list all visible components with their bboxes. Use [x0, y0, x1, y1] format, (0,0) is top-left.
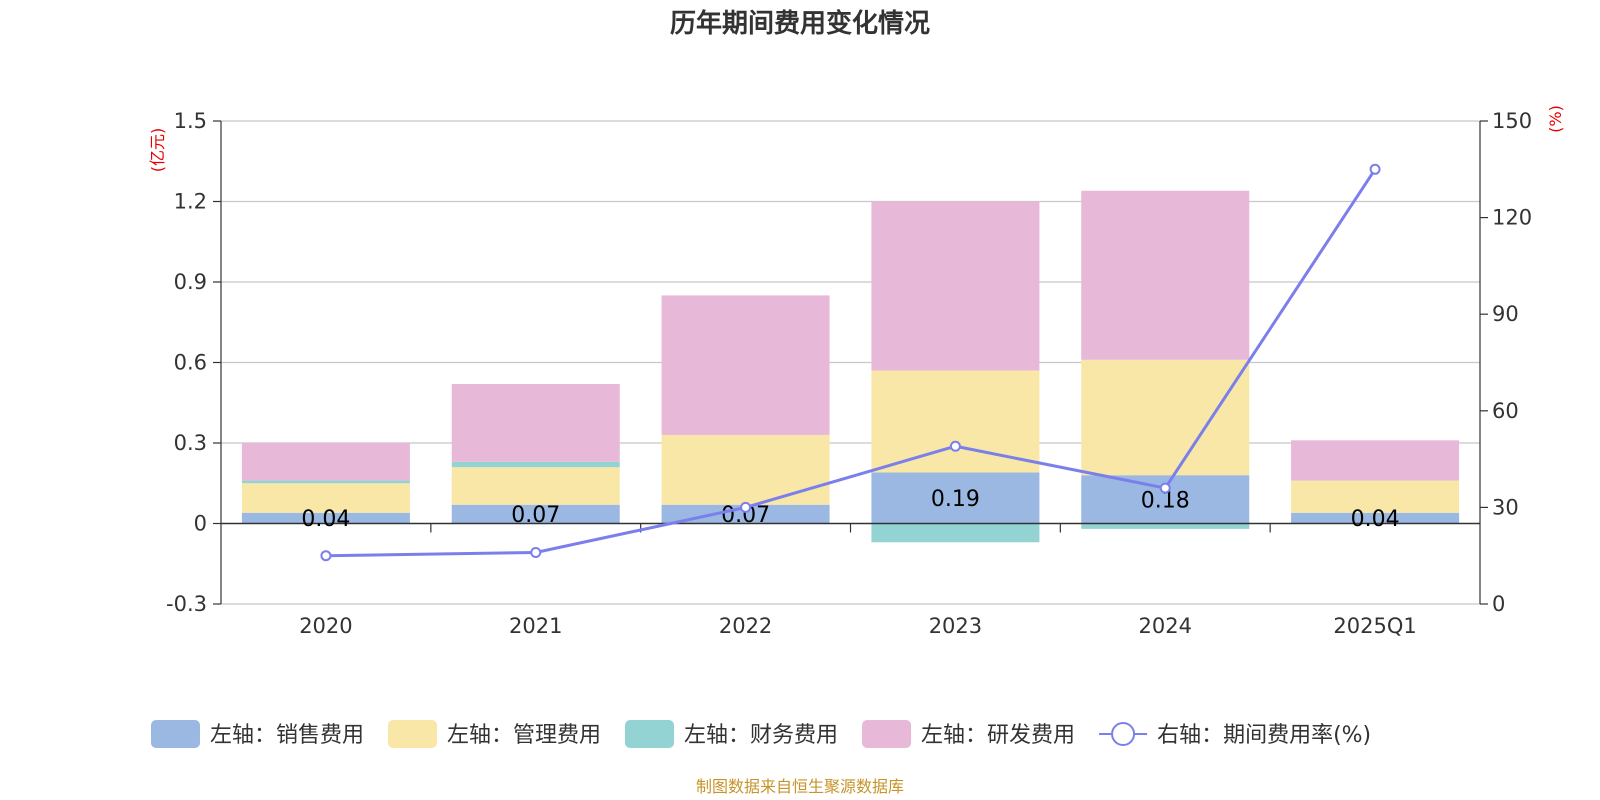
legend-label: 左轴：财务费用 [684, 723, 838, 748]
selling-data-label: 0.19 [931, 487, 980, 512]
bar-rnd [1291, 440, 1460, 481]
bar-rnd [1081, 190, 1250, 360]
bar-admin [241, 483, 410, 513]
selling-data-label: 0.07 [511, 503, 560, 528]
bar-selling [871, 472, 1040, 524]
legend-label: 右轴：期间费用率(%) [1157, 723, 1371, 748]
rate-point [1159, 482, 1171, 494]
right-axis-tick-label: 150 [1492, 109, 1532, 133]
bar-admin [1291, 480, 1460, 513]
rate-point [949, 440, 961, 452]
legend-item-admin: 左轴：管理费用 [388, 720, 601, 748]
legend: 左轴：销售费用 左轴：管理费用 左轴：财务费用 左轴：研发费用 右轴：期间费用率(%) [151, 720, 1371, 748]
category-label: 2022 [719, 614, 772, 638]
bar-rnd [241, 443, 410, 481]
right-axis-tick-label: 60 [1492, 399, 1519, 423]
bar-selling [241, 512, 410, 524]
bar-selling [451, 504, 620, 524]
left-axis-tick-label: 0.6 [174, 351, 207, 375]
category-label: 2024 [1139, 614, 1192, 638]
category-label: 2021 [509, 614, 562, 638]
bar-admin [1081, 359, 1250, 476]
category-label: 2023 [929, 614, 982, 638]
rate-point [1369, 163, 1381, 175]
bar-admin [871, 370, 1040, 473]
left-axis-tick-label: 0 [194, 512, 207, 536]
legend-label: 左轴：销售费用 [210, 723, 364, 748]
bar-rnd [451, 383, 620, 462]
rate-point [320, 550, 332, 562]
left-axis-tick-label: 0.9 [174, 270, 207, 294]
category-label: 2020 [299, 614, 352, 638]
right-axis-unit: (%) [1546, 105, 1565, 133]
bar-rnd [661, 295, 830, 435]
axes: -0.3 0 0.3 0.6 0.9 1.2 1.5 0 30 60 90 120 150 2020 202… [166, 109, 1532, 638]
right-axis-tick-label: 0 [1492, 592, 1505, 616]
source-note: 制图数据来自恒生聚源数据库 [696, 777, 904, 796]
bar-selling [1291, 512, 1460, 524]
legend-swatch-rnd [862, 720, 912, 748]
bar-rnd [871, 201, 1040, 371]
rate-line [320, 163, 1381, 562]
legend-item-rate: 右轴：期间费用率(%) [1099, 722, 1371, 748]
bar-finance [241, 480, 410, 484]
left-axis-tick-label: 0.3 [174, 431, 207, 455]
bar-selling [661, 504, 830, 524]
legend-item-finance: 左轴：财务费用 [625, 720, 838, 748]
gridlines [221, 120, 1480, 605]
selling-data-label: 0.04 [301, 507, 350, 532]
left-axis-tick-label: 1.2 [174, 190, 207, 214]
legend-swatch-finance [625, 720, 675, 748]
bar-finance [871, 523, 1040, 543]
selling-data-label: 0.04 [1351, 507, 1400, 532]
bar-admin [451, 467, 620, 505]
left-axis-tick-label: -0.3 [166, 592, 207, 616]
category-label: 2025Q1 [1333, 614, 1416, 638]
left-axis-tick-label: 1.5 [174, 109, 207, 133]
bar-finance [1081, 523, 1250, 529]
bar-finance [451, 461, 620, 468]
legend-label: 左轴：管理费用 [447, 723, 601, 748]
legend-label: 左轴：研发费用 [921, 723, 1075, 748]
left-axis-unit: (亿元) [148, 128, 167, 173]
rate-point [740, 501, 752, 513]
legend-swatch-selling [151, 720, 200, 748]
rate-point [530, 546, 542, 558]
right-axis-tick-label: 120 [1492, 206, 1532, 230]
chart-title: 历年期间费用变化情况 [670, 8, 930, 39]
bar-admin [661, 434, 830, 505]
legend-swatch-admin [388, 720, 438, 748]
data-labels: 0.04 0.07 0.070.19 0.180.04 [301, 487, 1399, 532]
bars [241, 190, 1460, 543]
right-axis-tick-label: 90 [1492, 302, 1519, 326]
legend-item-rnd: 左轴：研发费用 [862, 720, 1075, 748]
legend-item-selling: 左轴：销售费用 [151, 720, 364, 748]
right-axis-tick-label: 30 [1492, 495, 1519, 519]
legend-marker-icon [1111, 722, 1136, 746]
rate-line-path [325, 168, 1377, 558]
